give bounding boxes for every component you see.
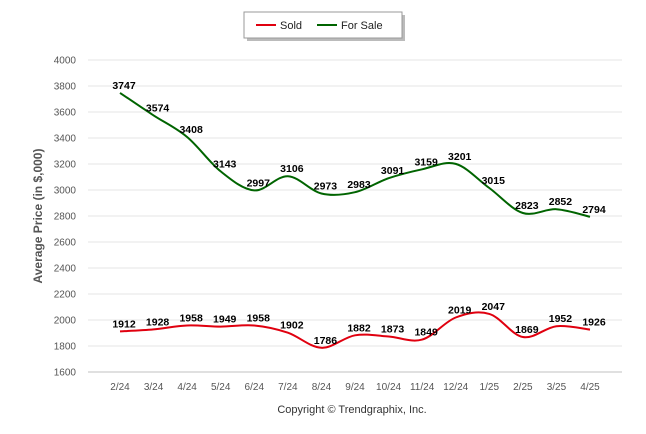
y-tick-label: 2000: [54, 316, 77, 327]
data-label-sold: 1926: [582, 317, 606, 329]
data-label-sold: 1958: [179, 312, 203, 324]
data-label-sold: 1949: [213, 314, 237, 326]
data-label-sold: 1928: [146, 316, 170, 328]
data-label-sold: 1873: [381, 324, 405, 336]
series-line-sold: [119, 311, 591, 349]
y-tick-label: 1600: [54, 368, 77, 379]
y-tick-label: 3400: [54, 134, 77, 145]
y-tick-label: 3000: [54, 186, 77, 197]
data-label-for-sale: 2823: [515, 200, 539, 212]
y-tick-label: 2600: [54, 238, 77, 249]
x-tick-label: 5/24: [211, 382, 231, 393]
data-label-sold: 2019: [448, 305, 472, 317]
data-label-for-sale: 2983: [347, 179, 371, 191]
y-axis-label: Average Price (in $,000): [31, 149, 45, 284]
data-label-for-sale: 3143: [213, 158, 237, 170]
y-tick-label: 3200: [54, 160, 77, 171]
series-line-for-sale: [119, 92, 591, 218]
data-label-sold: 1958: [247, 312, 271, 324]
data-label-for-sale: 2852: [549, 196, 573, 208]
copyright-credit: Copyright © Trendgraphix, Inc.: [277, 404, 426, 416]
legend: Sold For Sale: [243, 11, 405, 41]
data-label-for-sale: 3015: [482, 175, 506, 187]
x-tick-label: 4/25: [580, 382, 600, 393]
x-tick-label: 2/25: [513, 382, 533, 393]
x-tick-label: 7/24: [278, 382, 298, 393]
x-tick-label: 4/24: [177, 382, 197, 393]
x-tick-label: 9/24: [345, 382, 365, 393]
y-tick-label: 2200: [54, 290, 77, 301]
data-label-for-sale: 3201: [448, 151, 472, 163]
x-tick-label: 3/24: [144, 382, 164, 393]
y-tick-label: 2800: [54, 212, 77, 223]
y-tick-label: 2400: [54, 264, 77, 275]
legend-label-sold: Sold: [280, 20, 302, 32]
data-label-sold: 1849: [414, 327, 438, 339]
data-label-for-sale: 3408: [179, 124, 203, 136]
x-axis-ticks: 2/24 3/24 4/24 5/24 6/24 7/24 8/24 9/24 10/24 11/…: [110, 382, 600, 393]
data-label-for-sale: 2973: [314, 181, 338, 193]
y-axis-ticks: 1600 1800 2000 2200 2400 2600 2800 3000 3200 3400…: [54, 56, 77, 379]
y-tick-label: 1800: [54, 342, 77, 353]
data-label-for-sale: 2997: [247, 177, 271, 189]
x-tick-label: 3/25: [547, 382, 567, 393]
data-label-sold: 1882: [347, 322, 371, 334]
legend-label-for-sale: For Sale: [341, 20, 383, 32]
data-label-for-sale: 3091: [381, 165, 405, 177]
x-tick-label: 2/24: [110, 382, 130, 393]
y-tick-label: 3600: [54, 108, 77, 119]
data-labels: 1912 1928 1958 1949 1958 1902 1786 1882 1873 1849…: [112, 80, 606, 347]
data-label-sold: 1952: [549, 313, 573, 325]
data-label-sold: 2047: [482, 301, 506, 313]
x-tick-label: 6/24: [245, 382, 265, 393]
gridlines: [88, 59, 622, 347]
x-tick-label: 12/24: [443, 382, 468, 393]
data-label-sold: 1902: [280, 320, 304, 332]
data-label-for-sale: 2794: [582, 204, 606, 216]
y-tick-label: 3800: [54, 82, 77, 93]
data-label-sold: 1786: [314, 335, 338, 347]
x-tick-label: 8/24: [312, 382, 332, 393]
data-label-for-sale: 3747: [112, 80, 136, 92]
data-label-sold: 1869: [515, 324, 539, 336]
data-label-for-sale: 3574: [146, 102, 170, 114]
x-tick-label: 1/25: [480, 382, 500, 393]
y-tick-label: 4000: [54, 56, 77, 67]
x-tick-label: 10/24: [376, 382, 401, 393]
data-label-for-sale: 3159: [414, 156, 438, 168]
x-tick-label: 11/24: [410, 382, 435, 393]
data-label-for-sale: 3106: [280, 163, 304, 175]
data-label-sold: 1912: [112, 318, 136, 330]
series-lines: [119, 92, 591, 349]
